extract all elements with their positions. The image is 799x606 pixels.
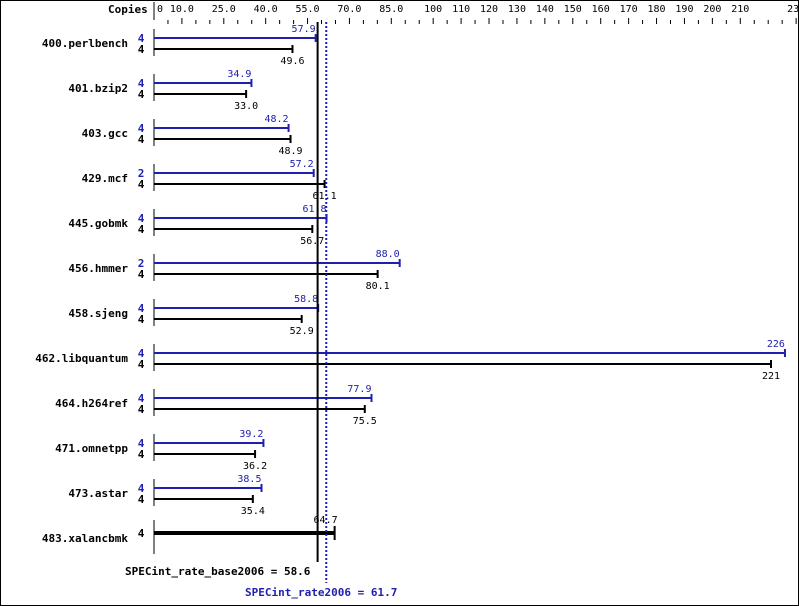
tick-label: 0 [157, 4, 163, 15]
base-copies: 4 [138, 527, 145, 540]
tick-label: 200 [703, 4, 721, 15]
tick-label: 140 [536, 4, 554, 15]
peak-value-label: 57.9 [292, 24, 316, 35]
benchmark-label: 464.h264ref [55, 397, 128, 410]
base-value-label: 36.2 [243, 461, 267, 472]
base-copies: 4 [138, 493, 145, 506]
base-copies: 4 [138, 43, 145, 56]
base-copies: 4 [138, 313, 145, 326]
benchmark-label: 473.astar [68, 487, 128, 500]
peak-value-label: 77.9 [347, 384, 371, 395]
peak-summary-label: SPECint_rate2006 = 61.7 [245, 586, 397, 599]
base-value-label: 75.5 [353, 416, 377, 427]
base-value-label: 33.0 [234, 101, 258, 112]
base-value-label: 52.9 [290, 326, 314, 337]
tick-label: 40.0 [254, 4, 278, 15]
benchmark-label: 429.mcf [82, 172, 128, 185]
tick-label: 10.0 [170, 4, 194, 15]
copies-header: Copies [108, 3, 148, 16]
peak-value-label: 57.2 [290, 159, 314, 170]
tick-label: 230 [787, 4, 799, 15]
tick-label: 120 [480, 4, 498, 15]
base-value-label: 35.4 [241, 506, 265, 517]
tick-label: 160 [592, 4, 610, 15]
base-value-label: 49.6 [280, 56, 304, 67]
tick-label: 190 [675, 4, 693, 15]
tick-label: 100 [424, 4, 442, 15]
peak-copies: 2 [138, 167, 145, 180]
peak-copies: 4 [138, 302, 145, 315]
tick-label: 85.0 [379, 4, 403, 15]
base-copies: 4 [138, 223, 145, 236]
tick-label: 70.0 [337, 4, 361, 15]
base-value-label: 61.1 [313, 191, 337, 202]
peak-value-label: 39.2 [239, 429, 263, 440]
benchmark-label: 403.gcc [82, 127, 128, 140]
peak-copies: 4 [138, 392, 145, 405]
base-value-label: 64.7 [314, 515, 338, 526]
base-copies: 4 [138, 268, 145, 281]
peak-value-label: 61.8 [302, 204, 326, 215]
benchmark-label: 456.hmmer [68, 262, 128, 275]
peak-copies: 4 [138, 212, 145, 225]
base-copies: 4 [138, 358, 145, 371]
base-value-label: 221 [762, 371, 780, 382]
benchmark-label: 471.omnetpp [55, 442, 128, 455]
tick-label: 25.0 [212, 4, 236, 15]
base-copies: 4 [138, 133, 145, 146]
benchmark-label: 445.gobmk [68, 217, 128, 230]
peak-copies: 4 [138, 437, 145, 450]
peak-copies: 4 [138, 77, 145, 90]
benchmark-label: 483.xalancbmk [42, 532, 128, 545]
peak-copies: 4 [138, 482, 145, 495]
peak-value-label: 88.0 [376, 249, 400, 260]
tick-label: 150 [564, 4, 582, 15]
base-copies: 4 [138, 448, 145, 461]
peak-value-label: 34.9 [227, 69, 251, 80]
peak-copies: 4 [138, 122, 145, 135]
peak-copies: 2 [138, 257, 145, 270]
benchmark-label: 458.sjeng [68, 307, 128, 320]
tick-label: 170 [620, 4, 638, 15]
base-copies: 4 [138, 88, 145, 101]
tick-label: 55.0 [296, 4, 320, 15]
peak-copies: 4 [138, 347, 145, 360]
tick-label: 210 [731, 4, 749, 15]
base-value-label: 56.7 [300, 236, 324, 247]
tick-label: 180 [648, 4, 666, 15]
benchmark-label: 401.bzip2 [68, 82, 128, 95]
benchmark-label: 400.perlbench [42, 37, 128, 50]
base-value-label: 48.9 [278, 146, 302, 157]
tick-label: 110 [452, 4, 470, 15]
tick-label: 130 [508, 4, 526, 15]
benchmark-label: 462.libquantum [35, 352, 128, 365]
peak-value-label: 58.8 [294, 294, 318, 305]
base-summary-label: SPECint_rate_base2006 = 58.6 [125, 565, 311, 578]
peak-value-label: 48.2 [264, 114, 288, 125]
base-copies: 4 [138, 178, 145, 191]
base-value-label: 80.1 [366, 281, 390, 292]
peak-value-label: 226 [767, 339, 785, 350]
peak-value-label: 38.5 [237, 474, 261, 485]
base-copies: 4 [138, 403, 145, 416]
peak-copies: 4 [138, 32, 145, 45]
